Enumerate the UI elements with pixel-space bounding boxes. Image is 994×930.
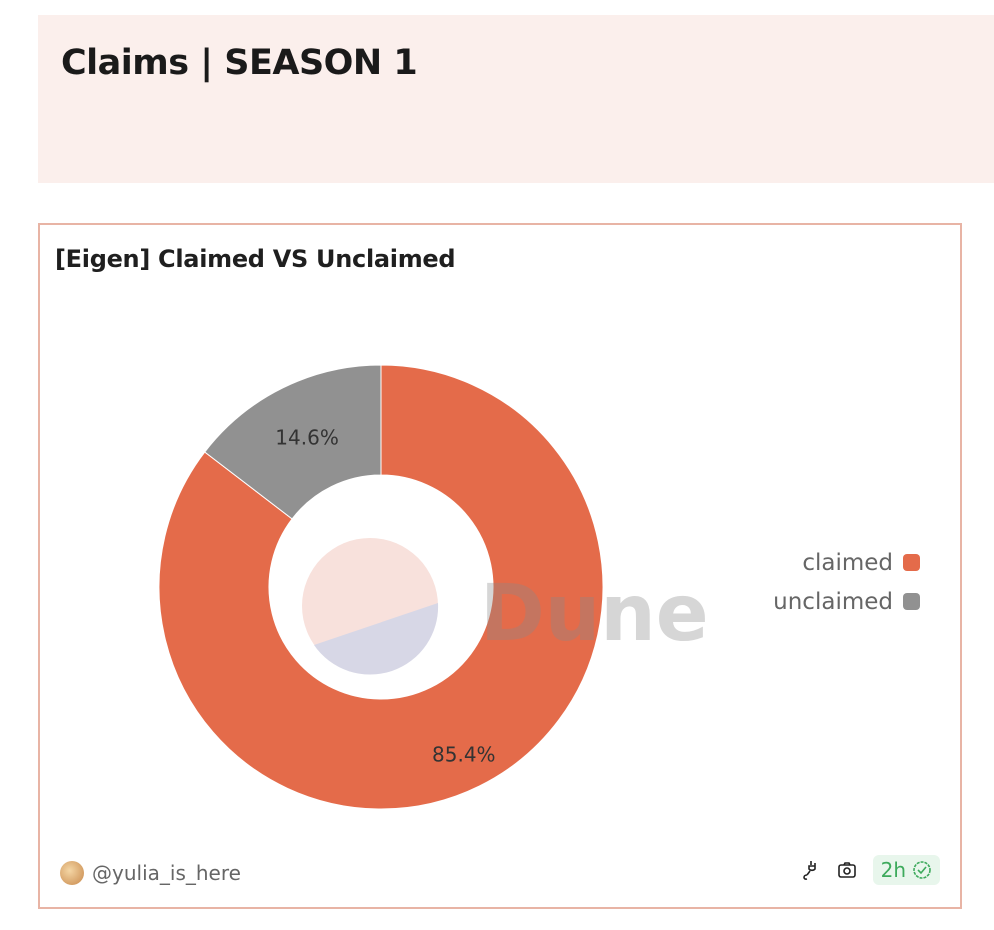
dune-watermark: Dune <box>480 569 709 659</box>
dune-logo-lower <box>314 603 439 675</box>
legend-label: unclaimed <box>773 588 893 615</box>
legend: claimed unclaimed <box>773 543 920 621</box>
author-name: @yulia_is_here <box>92 861 241 885</box>
data-label-unclaimed: 14.6% <box>275 425 339 449</box>
legend-item-claimed[interactable]: claimed <box>773 543 920 582</box>
freshness-badge[interactable]: 2h <box>872 855 940 885</box>
plug-icon[interactable] <box>797 858 821 882</box>
camera-icon[interactable] <box>835 858 859 882</box>
slice-unclaimed[interactable] <box>204 364 382 520</box>
chart-card: [Eigen] Claimed VS Unclaimed 85.4% 14.6% D… <box>38 223 962 909</box>
legend-swatch <box>903 593 920 610</box>
page-title: Claims | SEASON 1 <box>61 43 418 83</box>
freshness-text: 2h <box>880 858 906 882</box>
author-link[interactable]: @yulia_is_here <box>60 861 241 885</box>
chart-title[interactable]: [Eigen] Claimed VS Unclaimed <box>55 245 456 273</box>
avatar <box>60 861 84 885</box>
data-label-claimed: 85.4% <box>432 743 496 767</box>
donut-chart: 85.4% 14.6% Dune <box>158 364 709 810</box>
legend-item-unclaimed[interactable]: unclaimed <box>773 582 920 621</box>
legend-swatch <box>903 554 920 571</box>
legend-label: claimed <box>802 549 893 576</box>
dashboard-header: Claims | SEASON 1 <box>38 15 994 183</box>
slice-claimed[interactable] <box>158 364 604 810</box>
check-badge-icon <box>913 861 931 879</box>
